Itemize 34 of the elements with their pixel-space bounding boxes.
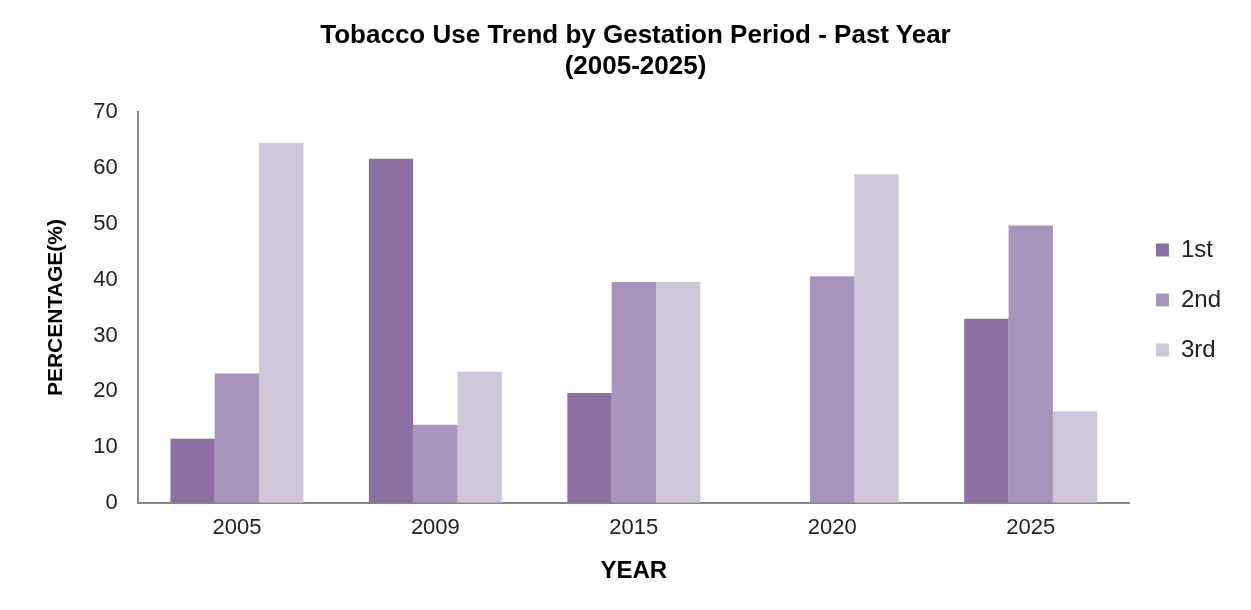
y-tick-label: 40	[93, 265, 118, 291]
legend-label: 1st	[1180, 234, 1214, 262]
bar	[214, 373, 260, 503]
bar	[368, 158, 414, 503]
y-tick-label: 30	[93, 321, 118, 347]
y-tick-label: 20	[93, 377, 118, 403]
y-tick-label: 10	[93, 433, 118, 459]
bar	[457, 371, 502, 503]
bar	[170, 438, 215, 503]
bar	[964, 318, 1009, 503]
y-axis-title: PERCENTAGE(%)	[43, 219, 67, 397]
bar	[655, 281, 701, 503]
y-tick-label: 0	[105, 488, 118, 514]
bar	[1008, 225, 1053, 503]
x-tick-label: 2005	[212, 514, 262, 540]
y-tick-label: 70	[93, 98, 118, 124]
x-tick-label: 2015	[609, 514, 659, 540]
bar	[259, 143, 304, 503]
legend-label: 3rd	[1180, 334, 1216, 362]
bar	[854, 174, 899, 503]
x-tick-label: 2025	[1006, 514, 1056, 540]
chart-title: Tobacco Use Trend by Gestation Period - Past Year	[320, 18, 951, 49]
bar	[810, 276, 855, 503]
bar	[1052, 411, 1098, 503]
bar	[567, 392, 612, 503]
x-tick-label: 2009	[410, 514, 460, 540]
chart-subtitle: (2005-2025)	[564, 49, 707, 80]
x-tick-label: 2020	[807, 514, 857, 540]
bar	[611, 281, 656, 503]
legend-label: 2nd	[1180, 284, 1221, 312]
x-axis-title: YEAR	[600, 556, 668, 584]
y-tick-label: 60	[93, 154, 118, 180]
y-tick-label: 50	[93, 210, 118, 236]
bar	[413, 424, 458, 503]
